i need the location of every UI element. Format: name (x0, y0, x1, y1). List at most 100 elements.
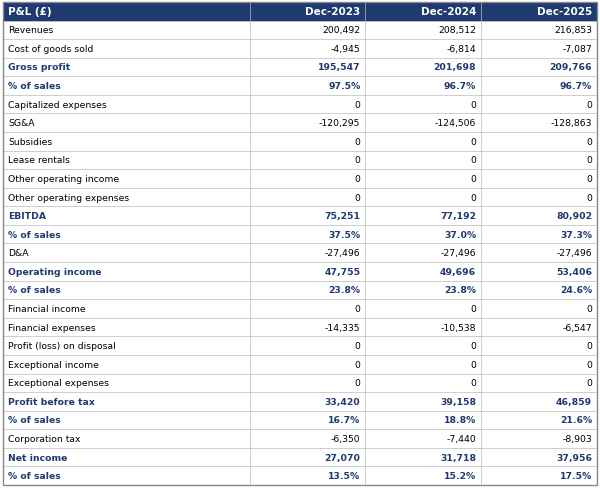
Text: 37.0%: 37.0% (444, 230, 476, 239)
Text: 16.7%: 16.7% (328, 416, 361, 425)
Text: 0: 0 (355, 305, 361, 313)
Text: 195,547: 195,547 (318, 63, 361, 72)
Text: 47,755: 47,755 (324, 267, 361, 276)
Text: Exceptional income: Exceptional income (8, 360, 99, 369)
Text: % of sales: % of sales (8, 230, 61, 239)
Text: Profit (loss) on disposal: Profit (loss) on disposal (8, 342, 116, 350)
Text: 77,192: 77,192 (440, 212, 476, 221)
Text: % of sales: % of sales (8, 286, 61, 295)
Text: 0: 0 (586, 193, 592, 202)
Text: -6,814: -6,814 (446, 45, 476, 54)
Text: 53,406: 53,406 (556, 267, 592, 276)
Text: 96.7%: 96.7% (444, 82, 476, 91)
Bar (3, 188, 597, 207)
Text: 80,902: 80,902 (556, 212, 592, 221)
Text: -7,087: -7,087 (562, 45, 592, 54)
Text: Capitalized expenses: Capitalized expenses (8, 101, 107, 109)
Text: 23.8%: 23.8% (444, 286, 476, 295)
Text: 18.8%: 18.8% (444, 416, 476, 425)
Bar (3, 281, 597, 300)
Bar (3, 374, 597, 392)
Text: 0: 0 (470, 379, 476, 387)
Text: Dec-2025: Dec-2025 (537, 7, 592, 17)
Text: 0: 0 (470, 138, 476, 146)
Text: Operating income: Operating income (8, 267, 101, 276)
Text: SG&A: SG&A (8, 119, 35, 128)
Text: % of sales: % of sales (8, 471, 61, 480)
Text: -14,335: -14,335 (325, 323, 361, 332)
Bar (3, 40, 597, 59)
Bar (3, 133, 597, 151)
Bar (3, 244, 597, 263)
Text: -27,496: -27,496 (440, 249, 476, 258)
Text: 0: 0 (355, 156, 361, 165)
Text: 0: 0 (586, 342, 592, 350)
Text: 0: 0 (355, 101, 361, 109)
Text: -27,496: -27,496 (325, 249, 361, 258)
Text: EBITDA: EBITDA (8, 212, 46, 221)
Bar (3, 170, 597, 188)
Bar (3, 225, 597, 244)
Bar (3, 318, 597, 337)
Text: 0: 0 (586, 138, 592, 146)
Text: 0: 0 (355, 193, 361, 202)
Text: Revenues: Revenues (8, 26, 53, 35)
Text: 46,859: 46,859 (556, 397, 592, 406)
Text: 0: 0 (470, 342, 476, 350)
Text: 15.2%: 15.2% (444, 471, 476, 480)
Text: 216,853: 216,853 (554, 26, 592, 35)
Text: 37.3%: 37.3% (560, 230, 592, 239)
Text: 23.8%: 23.8% (328, 286, 361, 295)
Text: 0: 0 (355, 360, 361, 369)
Text: Other operating income: Other operating income (8, 175, 119, 183)
Text: 21.6%: 21.6% (560, 416, 592, 425)
Text: Dec-2024: Dec-2024 (421, 7, 476, 17)
Text: P&L (£): P&L (£) (8, 7, 52, 17)
Text: 75,251: 75,251 (325, 212, 361, 221)
Bar (3, 21, 597, 40)
Text: -120,295: -120,295 (319, 119, 361, 128)
Bar (3, 59, 597, 77)
Text: 0: 0 (355, 379, 361, 387)
Text: Dec-2023: Dec-2023 (305, 7, 361, 17)
Text: -4,945: -4,945 (331, 45, 361, 54)
Bar (3, 467, 597, 485)
Text: % of sales: % of sales (8, 416, 61, 425)
Text: 0: 0 (470, 305, 476, 313)
Text: 0: 0 (470, 175, 476, 183)
Bar (3, 392, 597, 411)
Text: 0: 0 (470, 156, 476, 165)
Text: 0: 0 (586, 175, 592, 183)
Text: 49,696: 49,696 (440, 267, 476, 276)
Text: 39,158: 39,158 (440, 397, 476, 406)
Text: 24.6%: 24.6% (560, 286, 592, 295)
Text: Cost of goods sold: Cost of goods sold (8, 45, 94, 54)
Text: 0: 0 (586, 101, 592, 109)
Text: 200,492: 200,492 (322, 26, 361, 35)
Bar (3, 448, 597, 467)
Text: 97.5%: 97.5% (328, 82, 361, 91)
Text: 96.7%: 96.7% (560, 82, 592, 91)
Text: 201,698: 201,698 (434, 63, 476, 72)
Bar (3, 300, 597, 318)
Text: % of sales: % of sales (8, 82, 61, 91)
Bar (3, 114, 597, 133)
Text: Lease rentals: Lease rentals (8, 156, 70, 165)
Bar (3, 96, 597, 114)
Text: 0: 0 (470, 360, 476, 369)
Text: 13.5%: 13.5% (328, 471, 361, 480)
Text: D&A: D&A (8, 249, 29, 258)
Text: Exceptional expenses: Exceptional expenses (8, 379, 109, 387)
Bar (3, 151, 597, 170)
Text: 0: 0 (355, 175, 361, 183)
Text: 27,070: 27,070 (325, 453, 361, 462)
Bar (3, 3, 250, 21)
Bar (3, 429, 597, 448)
Text: Subsidies: Subsidies (8, 138, 52, 146)
Bar (3, 337, 597, 355)
Text: 17.5%: 17.5% (560, 471, 592, 480)
Text: 37.5%: 37.5% (328, 230, 361, 239)
Text: Corporation tax: Corporation tax (8, 434, 80, 443)
Bar (365, 3, 481, 21)
Text: 0: 0 (586, 379, 592, 387)
